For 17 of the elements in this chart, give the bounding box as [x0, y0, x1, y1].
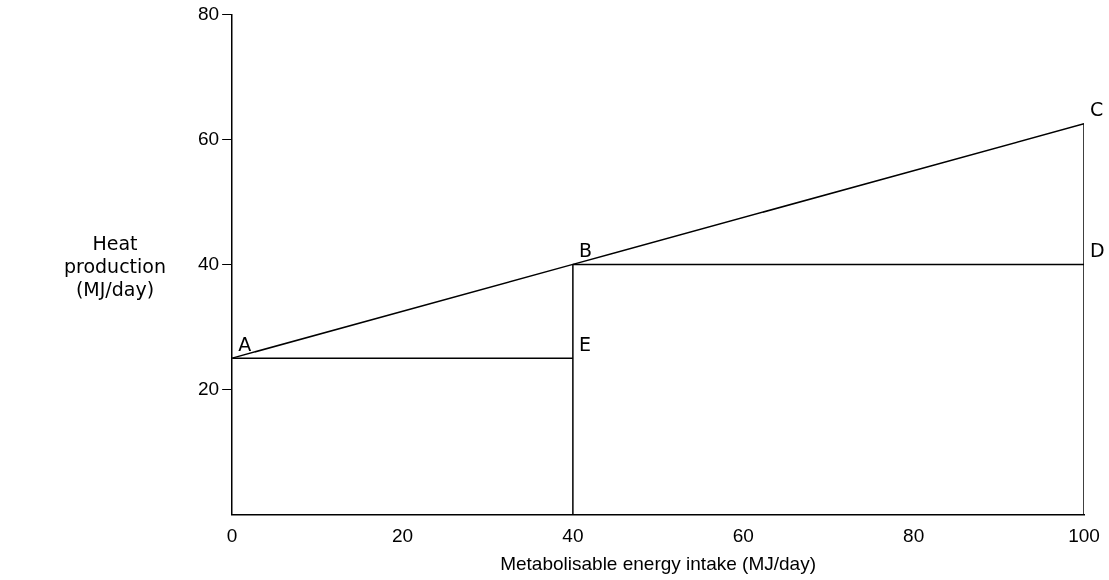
- y-tick-label: 60: [197, 127, 220, 149]
- y-tick-label: 80: [197, 2, 220, 24]
- x-tick-label: 80: [903, 525, 925, 547]
- y-tick-label: 20: [197, 377, 220, 399]
- annotation: B: [578, 238, 592, 261]
- annotation: D: [1090, 238, 1105, 261]
- x-tick-label: 0: [226, 525, 238, 547]
- y-axis-title: Heat production (MJ/day): [63, 232, 167, 301]
- y-tick-label: 40: [197, 252, 220, 274]
- x-tick-label: 60: [732, 525, 754, 547]
- annotation: E: [578, 332, 591, 355]
- annotation: C: [1090, 98, 1104, 121]
- x-tick-label: 20: [391, 525, 414, 547]
- x-tick-label: 100: [1068, 525, 1100, 547]
- annotation: A: [238, 332, 252, 355]
- x-axis-title: Metabolisable energy intake (MJ/day): [500, 552, 816, 574]
- x-tick-label: 40: [562, 525, 584, 547]
